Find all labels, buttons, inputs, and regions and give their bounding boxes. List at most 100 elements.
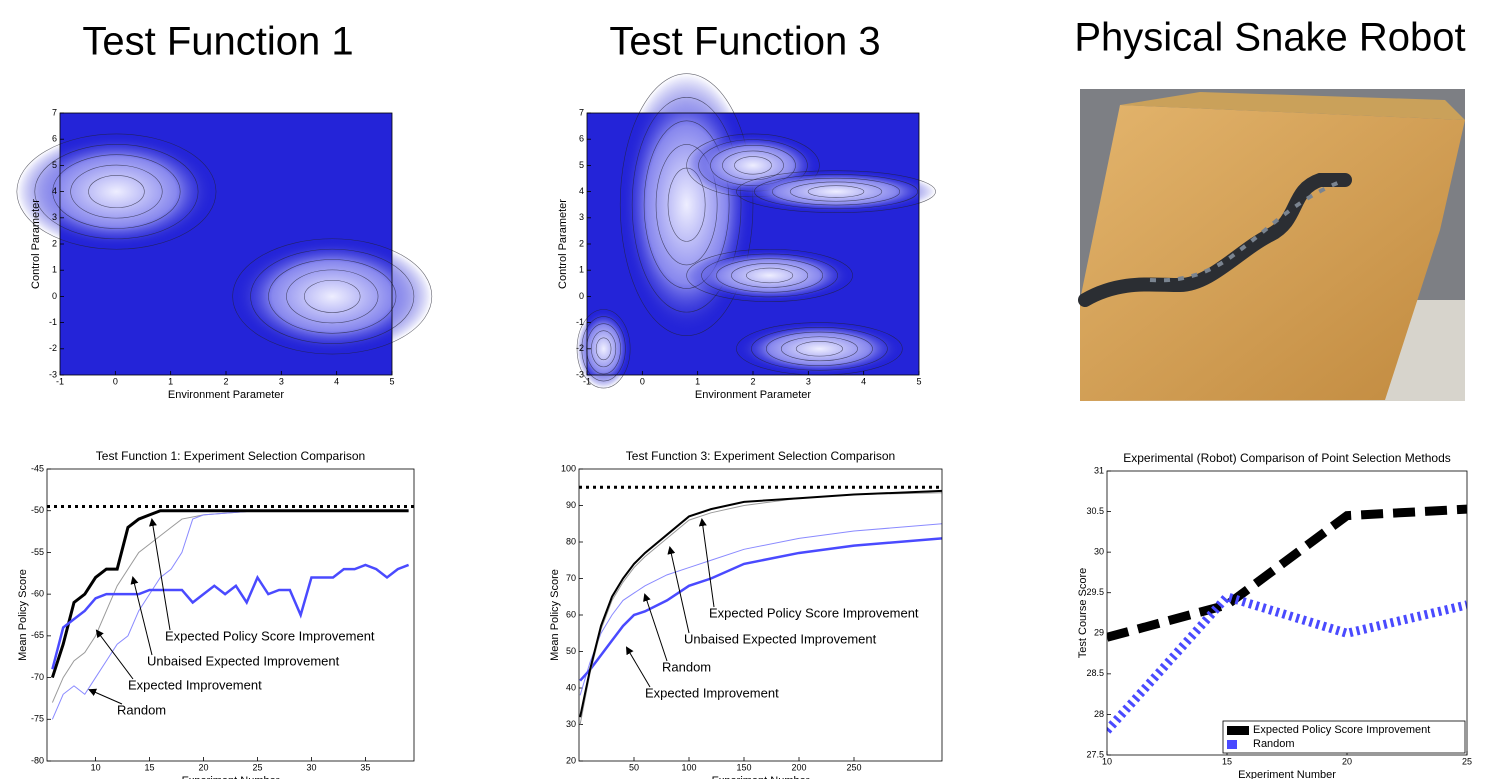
y-tick-label: 6 bbox=[579, 134, 584, 144]
contour-line bbox=[581, 316, 626, 382]
y-axis-label: Mean Policy Score bbox=[549, 569, 561, 661]
y-tick-label: 50 bbox=[566, 646, 576, 656]
x-tick-label: 2 bbox=[223, 376, 228, 386]
contour-line bbox=[701, 253, 838, 298]
y-tick-label: -60 bbox=[31, 589, 44, 599]
y-tick-label: 29.5 bbox=[1086, 587, 1104, 597]
contour-line bbox=[70, 164, 163, 219]
x-tick-label: 1 bbox=[168, 376, 173, 386]
x-tick-label: 20 bbox=[1342, 756, 1352, 766]
y-tick-label: 2 bbox=[52, 238, 57, 248]
y-tick-label: 27.5 bbox=[1086, 749, 1104, 759]
annotation: Expected Improvement bbox=[128, 677, 262, 692]
y-tick-label: 31 bbox=[1094, 465, 1104, 475]
contour-line bbox=[250, 248, 415, 344]
x-axis-label: Environment Parameter bbox=[695, 389, 811, 401]
x-tick-label: 2 bbox=[750, 376, 755, 386]
contour-line bbox=[643, 120, 730, 289]
y-tick-label: -3 bbox=[576, 369, 584, 379]
contour-line bbox=[686, 248, 853, 302]
y-axis-label: Control Parameter bbox=[30, 199, 42, 289]
y-axis-label: Test Course Score bbox=[1077, 568, 1089, 658]
contour-line bbox=[736, 322, 903, 376]
annotation-arrow bbox=[643, 593, 668, 662]
contour-line bbox=[595, 337, 612, 361]
plot-frame bbox=[59, 112, 393, 376]
legend-swatch bbox=[1227, 740, 1237, 749]
chart-title: Test Function 1: Experiment Selection Co… bbox=[96, 449, 365, 463]
y-tick-label: 100 bbox=[561, 463, 576, 473]
plot-frame bbox=[46, 468, 415, 762]
annotation: Random bbox=[117, 702, 166, 717]
annotation: Unbaised Expected Improvement bbox=[684, 631, 877, 646]
contour-line bbox=[655, 144, 718, 266]
contour-line bbox=[88, 175, 145, 209]
y-tick-label: 80 bbox=[566, 536, 576, 546]
heading: Test Function 1 bbox=[82, 20, 353, 64]
x-tick-label: 35 bbox=[360, 762, 370, 772]
y-tick-label: -2 bbox=[576, 343, 584, 353]
annotation-arrow bbox=[130, 576, 153, 656]
y-tick-label: -45 bbox=[31, 463, 44, 473]
contour-line bbox=[795, 341, 843, 357]
y-tick-label: 70 bbox=[566, 573, 576, 583]
x-tick-label: 50 bbox=[629, 762, 639, 772]
y-tick-label: 0 bbox=[579, 291, 584, 301]
x-tick-label: 200 bbox=[791, 762, 806, 772]
contour-line bbox=[576, 309, 631, 389]
plot-frame bbox=[578, 468, 943, 762]
plot-frame bbox=[586, 112, 920, 376]
y-tick-label: 2 bbox=[579, 238, 584, 248]
y-tick-label: 28.5 bbox=[1086, 668, 1104, 678]
y-tick-label: -70 bbox=[31, 672, 44, 682]
contour-line bbox=[268, 259, 397, 334]
y-tick-label: -3 bbox=[49, 369, 57, 379]
y-tick-label: 60 bbox=[566, 609, 576, 619]
x-tick-label: 5 bbox=[389, 376, 394, 386]
annotation: Unbaised Expected Improvement bbox=[147, 653, 340, 668]
contour-line bbox=[286, 269, 379, 324]
x-tick-label: 3 bbox=[806, 376, 811, 386]
y-tick-label: 1 bbox=[52, 265, 57, 275]
y-tick-label: 30.5 bbox=[1086, 506, 1104, 516]
annotation-arrow bbox=[88, 688, 123, 705]
y-tick-label: 5 bbox=[579, 160, 584, 170]
x-tick-label: 1 bbox=[695, 376, 700, 386]
contour-line bbox=[591, 330, 617, 368]
contour-line bbox=[736, 170, 936, 213]
y-tick-label: -65 bbox=[31, 630, 44, 640]
annotation-arrow bbox=[698, 518, 715, 608]
contour-line bbox=[731, 263, 809, 288]
x-tick-label: 10 bbox=[1102, 756, 1112, 766]
annotation-arrow bbox=[149, 518, 171, 631]
chart-title: Experimental (Robot) Comparison of Point… bbox=[1123, 451, 1451, 465]
series-line bbox=[579, 537, 942, 682]
series-line bbox=[579, 489, 942, 718]
plot-frame bbox=[1106, 470, 1468, 756]
contour-line bbox=[631, 96, 742, 313]
series-line bbox=[51, 563, 410, 670]
annotation-arrow bbox=[95, 629, 134, 680]
y-tick-label: -2 bbox=[49, 343, 57, 353]
x-tick-label: 15 bbox=[145, 762, 155, 772]
x-axis-label: Environment Parameter bbox=[168, 389, 284, 401]
contour-line bbox=[716, 258, 824, 293]
heading: Physical Snake Robot bbox=[1074, 16, 1465, 60]
x-tick-label: -1 bbox=[583, 376, 591, 386]
x-axis-label: Experiment Number bbox=[1238, 769, 1336, 779]
annotation: Expected Improvement bbox=[645, 685, 779, 700]
y-tick-label: 7 bbox=[579, 107, 584, 117]
x-tick-label: 3 bbox=[279, 376, 284, 386]
contour-line bbox=[771, 177, 901, 206]
x-tick-label: 4 bbox=[861, 376, 866, 386]
contour-line bbox=[789, 181, 883, 202]
x-tick-label: -1 bbox=[56, 376, 64, 386]
contour-line bbox=[754, 174, 918, 210]
series-line bbox=[1107, 504, 1467, 642]
annotation: Expected Policy Score Improvement bbox=[165, 628, 375, 643]
y-tick-label: 29 bbox=[1094, 628, 1104, 638]
x-tick-label: 0 bbox=[640, 376, 645, 386]
y-tick-label: -75 bbox=[31, 714, 44, 724]
x-tick-label: 25 bbox=[252, 762, 262, 772]
